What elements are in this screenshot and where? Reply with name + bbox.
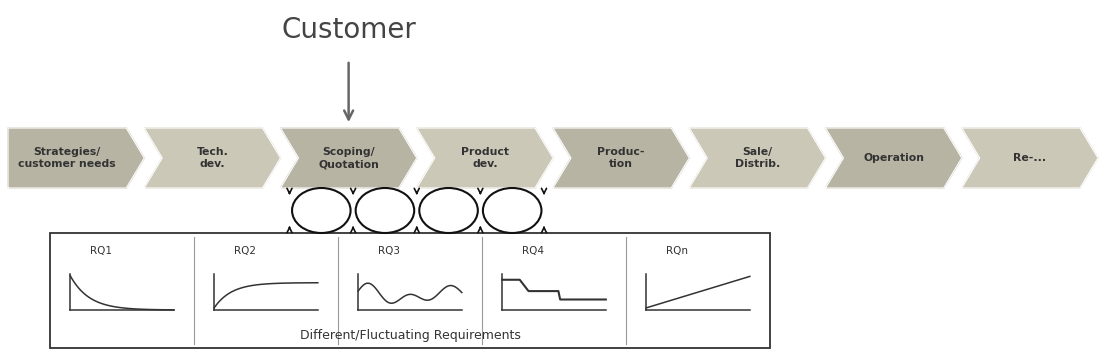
Text: RQn: RQn [666, 246, 688, 256]
FancyBboxPatch shape [50, 233, 770, 348]
Text: RQ2: RQ2 [234, 246, 256, 256]
Text: RQ3: RQ3 [378, 246, 400, 256]
Text: Re-...: Re-... [1013, 153, 1046, 163]
Text: Sale/
Distrib.: Sale/ Distrib. [735, 147, 780, 169]
Polygon shape [281, 128, 417, 188]
Text: Strategies/
customer needs: Strategies/ customer needs [19, 147, 116, 169]
Text: Product
dev.: Product dev. [461, 147, 509, 169]
Text: Customer: Customer [281, 16, 417, 44]
Text: Tech.
dev.: Tech. dev. [197, 147, 229, 169]
Polygon shape [552, 128, 690, 188]
Polygon shape [417, 128, 552, 188]
Text: Scoping/
Quotation: Scoping/ Quotation [318, 147, 379, 169]
Text: Different/Fluctuating Requirements: Different/Fluctuating Requirements [299, 329, 520, 342]
Polygon shape [825, 128, 961, 188]
Text: RQ4: RQ4 [523, 246, 545, 256]
Polygon shape [8, 128, 145, 188]
Text: Produc-
tion: Produc- tion [598, 147, 645, 169]
Text: RQ1: RQ1 [91, 246, 113, 256]
Polygon shape [961, 128, 1098, 188]
Polygon shape [690, 128, 825, 188]
Polygon shape [145, 128, 281, 188]
Text: Operation: Operation [863, 153, 924, 163]
